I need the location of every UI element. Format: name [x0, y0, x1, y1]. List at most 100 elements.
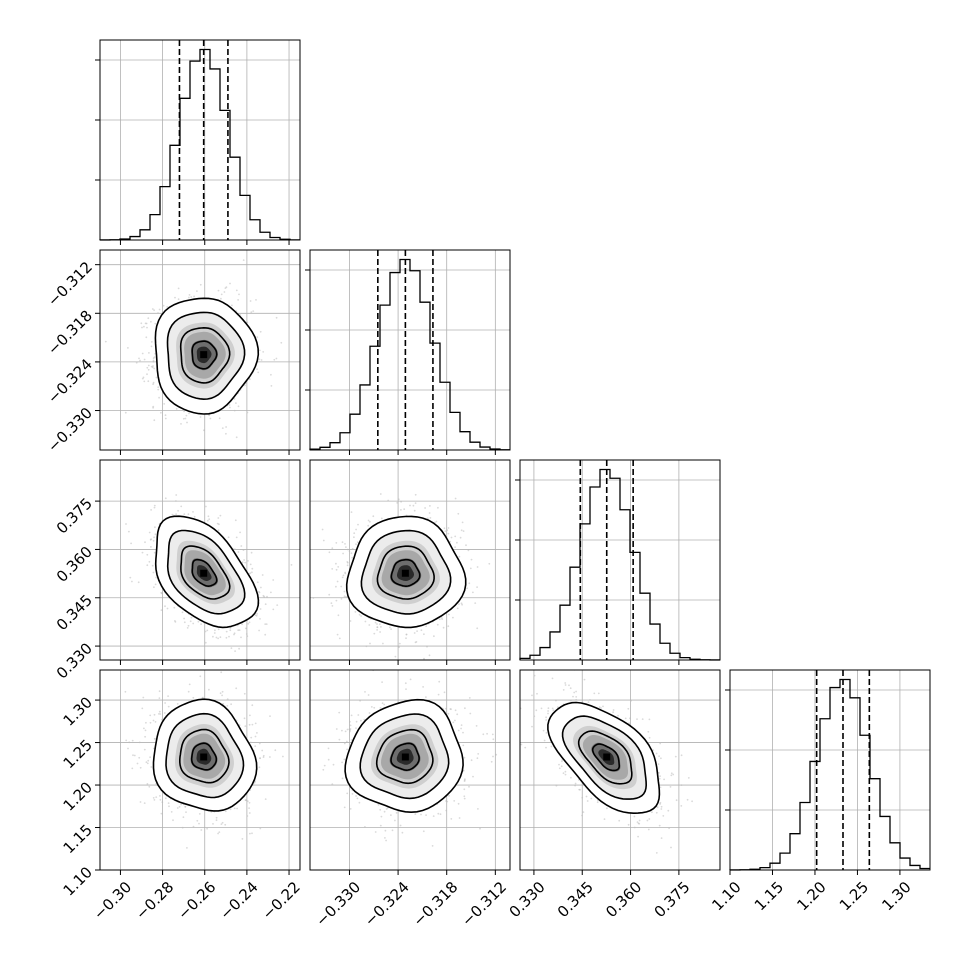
scatter-point	[249, 300, 252, 302]
scatter-point	[391, 829, 394, 832]
scatter-point	[447, 712, 450, 715]
scatter-point	[262, 351, 265, 353]
scatter-point	[167, 705, 170, 708]
scatter-point	[150, 365, 153, 368]
scatter-point	[147, 759, 150, 762]
scatter-point	[208, 688, 210, 691]
scatter-point	[233, 807, 236, 810]
scatter-point	[258, 742, 261, 745]
scatter-point	[260, 586, 262, 589]
scatter-point	[648, 736, 651, 739]
scatter-point	[143, 802, 146, 804]
scatter-point	[212, 635, 214, 638]
scatter-point	[660, 757, 662, 760]
scatter-point	[400, 500, 402, 503]
scatter-point	[562, 772, 565, 775]
scatter-point	[254, 722, 257, 725]
scatter-point	[185, 414, 188, 417]
scatter-point	[338, 738, 341, 741]
scatter-point	[450, 536, 453, 539]
scatter-point	[312, 597, 315, 599]
contour-line	[166, 529, 246, 615]
scatter-point	[219, 636, 222, 639]
scatter-point	[349, 808, 352, 810]
scatter-point	[265, 623, 268, 625]
scatter-point	[467, 549, 470, 552]
scatter-point	[244, 725, 247, 727]
contour-line	[375, 728, 434, 785]
scatter-point	[646, 819, 649, 822]
axes-frame	[99, 459, 301, 661]
scatter-point	[647, 828, 650, 831]
scatter-point	[445, 707, 447, 710]
scatter-point	[477, 753, 480, 755]
scatter-point	[234, 519, 237, 522]
scatter-point	[135, 361, 138, 364]
scatter-point	[641, 718, 644, 720]
scatter-point	[146, 553, 149, 556]
scatter-point	[144, 735, 147, 738]
scatter-point	[343, 758, 346, 761]
scatter-point	[379, 707, 382, 709]
scatter-point	[575, 698, 578, 701]
scatter-point	[208, 518, 211, 521]
scatter-point	[409, 678, 412, 681]
scatter-point	[225, 426, 228, 428]
scatter-point	[466, 587, 468, 590]
scatter-point	[237, 299, 240, 301]
scatter-point	[167, 695, 170, 697]
scatter-point	[193, 295, 196, 298]
scatter-point	[131, 767, 134, 770]
scatter-point	[440, 617, 443, 619]
scatter-point	[351, 556, 354, 559]
scatter-point	[146, 762, 149, 765]
scatter-point	[413, 509, 416, 512]
scatter-point	[200, 623, 203, 625]
scatter-point	[379, 493, 382, 495]
scatter-point	[259, 330, 262, 333]
scatter-point	[536, 692, 538, 695]
scatter-point	[338, 637, 341, 640]
scatter-point	[164, 414, 167, 417]
scatter-point	[456, 541, 458, 544]
scatter-point	[133, 754, 136, 757]
scatter-point	[582, 811, 585, 813]
scatter-point	[124, 690, 127, 693]
scatter-point	[463, 795, 466, 798]
scatter-point	[144, 729, 147, 732]
scatter-point	[250, 736, 253, 739]
scatter-point	[472, 775, 474, 778]
scatter-point	[680, 784, 683, 786]
scatter-point	[125, 523, 127, 525]
scatter-point	[249, 572, 252, 575]
scatter-point	[346, 564, 349, 567]
scatter-point	[340, 585, 343, 588]
scatter-point	[454, 546, 456, 548]
scatter-point	[220, 823, 223, 825]
scatter-point	[141, 326, 143, 329]
scatter-point	[422, 686, 424, 688]
scatter-point	[342, 552, 344, 555]
scatter-point	[346, 561, 349, 563]
scatter-point	[166, 607, 169, 610]
scatter-point	[258, 629, 260, 632]
scatter-point	[637, 822, 640, 825]
scatter-point	[405, 633, 408, 636]
histogram-panel-3: 1.10 1.15 1.20 1.25 1.30	[708, 669, 931, 914]
contour-line	[154, 515, 260, 629]
scatter-point	[261, 574, 264, 576]
scatter-point	[423, 657, 425, 660]
scatter-point	[462, 731, 464, 734]
scatter-point	[357, 714, 360, 716]
scatter-point	[262, 594, 265, 597]
scatter-point	[243, 692, 246, 695]
scatter-point	[344, 572, 347, 575]
scatter-point	[355, 727, 357, 729]
scatter-point	[332, 763, 335, 766]
scatter-point	[583, 678, 586, 681]
scatter-point	[337, 566, 340, 568]
scatter-point	[551, 677, 554, 680]
scatter-point	[349, 724, 352, 727]
scatter-point	[598, 706, 601, 708]
scatter-point	[205, 505, 207, 508]
